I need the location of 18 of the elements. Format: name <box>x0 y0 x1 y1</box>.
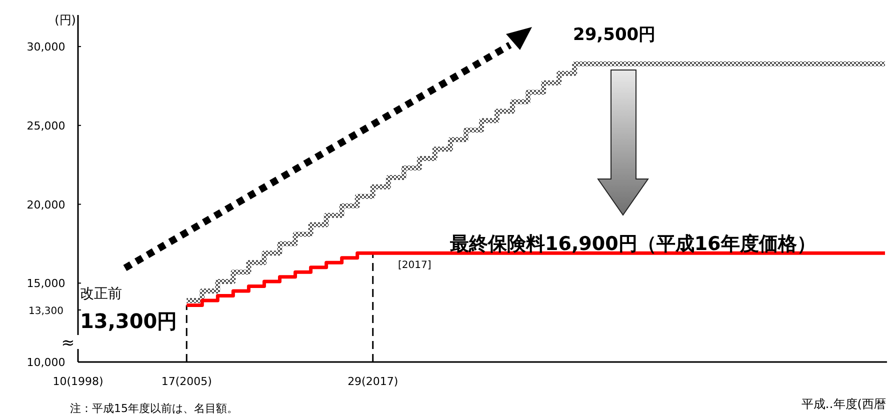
y-tick-label: 15,000 <box>26 277 66 290</box>
annotation: 13,300円 <box>80 309 178 333</box>
x-tick-label: 29(2017) <box>348 375 398 388</box>
y-tick-label: 20,000 <box>26 198 66 212</box>
annotation: [2017] <box>398 260 432 271</box>
y-tick-label: 10,000 <box>26 356 66 369</box>
x-tick-label: 17(2005) <box>161 375 212 388</box>
text: ≈ <box>61 333 75 352</box>
y-axis-title: (円) <box>54 13 76 27</box>
text: 注：平成15年度以前は、名目額。 <box>70 402 238 415</box>
y-tick-label: 25,000 <box>26 119 66 132</box>
annotation: 最終保険料16,900円（平成16年度価格） <box>449 233 816 255</box>
annotation: 改正前 <box>80 286 122 302</box>
y-tick-label: 13,300 <box>28 306 64 317</box>
x-tick-label: 10(1998) <box>52 375 104 388</box>
annotation: 29,500円 <box>573 25 656 45</box>
y-tick-label: 30,000 <box>26 40 66 54</box>
x-axis-title: 平成‥年度(西暦 <box>801 397 886 411</box>
